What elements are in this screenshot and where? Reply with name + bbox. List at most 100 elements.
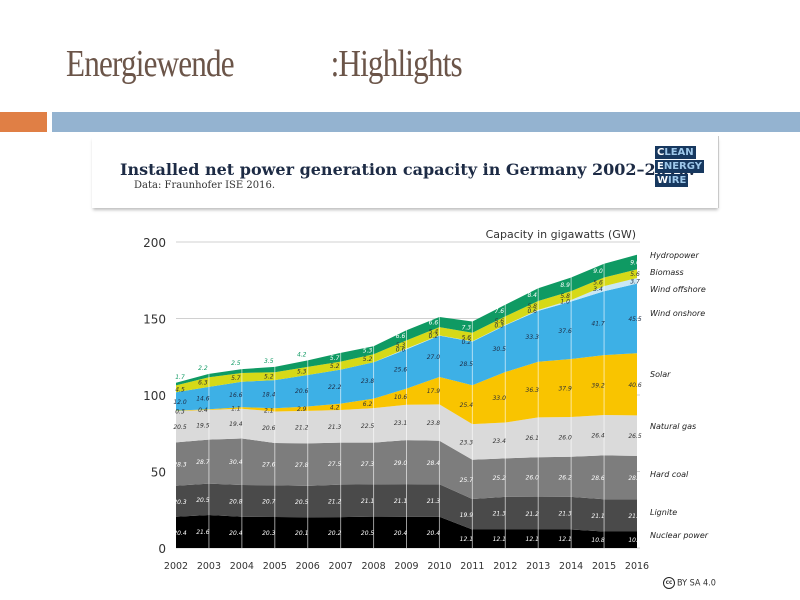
data-label: 23.3	[460, 439, 474, 446]
license-badge: cc BY SA 4.0	[663, 577, 716, 589]
data-label: 20.3	[262, 530, 276, 537]
x-tick-label: 2006	[296, 561, 320, 572]
data-label: 23.4	[493, 438, 507, 445]
chart-subtitle: Data: Fraunhofer ISE 2016.	[134, 180, 276, 191]
data-label: 21.1	[591, 513, 604, 520]
data-label: 18.4	[262, 392, 276, 399]
data-label: 26.0	[558, 434, 572, 441]
data-label: 5.3	[363, 348, 373, 355]
legend-hydropower: Hydropower	[650, 251, 699, 260]
data-label: 26.4	[591, 433, 605, 440]
data-label: 4.2	[330, 404, 340, 411]
data-label: 26.5	[628, 433, 642, 440]
data-label: 45.5	[628, 316, 642, 323]
data-label: 14.6	[196, 396, 210, 403]
data-label: 30.5	[493, 346, 507, 353]
x-tick-label: 2002	[164, 561, 188, 572]
data-label: 28.3	[173, 462, 187, 469]
data-label: 27.3	[361, 461, 375, 468]
data-label: 21.3	[427, 498, 441, 505]
slide-title: Energiewende :Highlights	[66, 42, 463, 86]
data-label: 0.3	[175, 408, 185, 415]
legend-solar: Solar	[650, 370, 671, 379]
data-label: 21.3	[328, 424, 342, 431]
chart-title: Installed net power generation capacity …	[120, 160, 695, 179]
data-label: 25.4	[460, 402, 474, 409]
logo-line-wire: WIRE	[655, 174, 689, 187]
data-label: 7.6	[495, 308, 505, 315]
data-label: 22.5	[361, 423, 375, 430]
data-label: 28.3	[628, 475, 642, 482]
slide-title-part2: :Highlights	[330, 43, 463, 85]
data-label: 3.7	[630, 278, 640, 285]
data-label: 17.9	[427, 388, 441, 395]
x-tick-label: 2013	[526, 561, 550, 572]
data-label: 23.8	[427, 420, 441, 427]
data-label: 20.4	[173, 530, 187, 537]
data-label: 22.2	[328, 384, 342, 391]
data-label: 5.6	[462, 335, 472, 342]
data-label: 33.3	[526, 334, 540, 341]
unit-label: Capacity in gigawatts (GW)	[486, 228, 636, 241]
data-label: 6.2	[363, 401, 373, 408]
data-label: 5.6	[495, 318, 505, 325]
x-tick-label: 2008	[361, 561, 385, 572]
data-label: 4.5	[175, 386, 185, 393]
data-label: 8.9	[560, 282, 570, 289]
data-label: 5.4	[429, 329, 439, 336]
data-label: 30.4	[229, 459, 243, 466]
data-label: 10.8	[591, 537, 605, 544]
slide-title-part1: Energiewende	[66, 43, 235, 85]
legend-wind-onshore: Wind onshore	[650, 309, 705, 318]
data-label: 26.2	[558, 474, 572, 481]
accent-bar-blue	[52, 112, 800, 132]
data-label: 20.4	[427, 530, 441, 537]
x-tick-label: 2015	[592, 561, 616, 572]
x-tick-label: 2007	[329, 561, 353, 572]
data-label: 37.6	[558, 328, 572, 335]
license-text: BY SA 4.0	[677, 578, 716, 589]
data-label: 0.6	[527, 308, 537, 315]
legend-wind-offshore: Wind offshore	[650, 285, 706, 294]
data-label: 8.4	[527, 292, 537, 299]
logo-line-clean: CLEAN	[655, 146, 696, 159]
data-label: 19.4	[229, 421, 243, 428]
data-label: 1.1	[231, 405, 241, 412]
data-label: 0.3	[495, 323, 505, 330]
data-label: 16.6	[229, 392, 243, 399]
y-tick-label: 200	[143, 236, 166, 250]
data-label: 9.6	[630, 260, 640, 267]
data-label: 12.1	[493, 536, 506, 543]
data-label: 27.5	[328, 461, 342, 468]
data-label: 5.7	[330, 355, 340, 362]
data-label: 20.5	[173, 424, 187, 431]
data-label: 21.6	[196, 529, 210, 536]
data-label: 29.0	[394, 460, 408, 467]
y-tick-label: 100	[143, 389, 166, 403]
data-label: 2.2	[198, 365, 208, 372]
data-label: 36.3	[526, 387, 540, 394]
data-label: 25.2	[493, 475, 507, 482]
data-label: 26.0	[526, 475, 540, 482]
data-label: 0.4	[198, 407, 208, 414]
data-label: 20.5	[295, 499, 309, 506]
accent-bar-orange	[0, 112, 47, 132]
data-label: 19.9	[460, 512, 474, 519]
chart-header-panel	[92, 136, 719, 208]
data-label: 20.6	[262, 425, 276, 432]
data-label: 21.2	[295, 425, 309, 432]
data-label: 21.3	[558, 511, 572, 518]
data-label: 2.5	[231, 360, 241, 367]
data-label: 25.6	[394, 366, 408, 373]
data-label: 28.5	[460, 361, 474, 368]
data-label: 37.9	[558, 386, 572, 393]
data-label: 27.0	[427, 354, 441, 361]
data-label: 6.3	[198, 380, 208, 387]
legend-hard-coal: Hard coal	[650, 470, 689, 479]
data-label: 40.6	[628, 382, 642, 389]
x-tick-label: 2011	[460, 561, 484, 572]
data-label: 20.4	[229, 530, 243, 537]
data-label: 0.6	[396, 346, 406, 353]
data-label: 9.0	[593, 268, 603, 275]
data-label: 21.3	[493, 511, 507, 518]
